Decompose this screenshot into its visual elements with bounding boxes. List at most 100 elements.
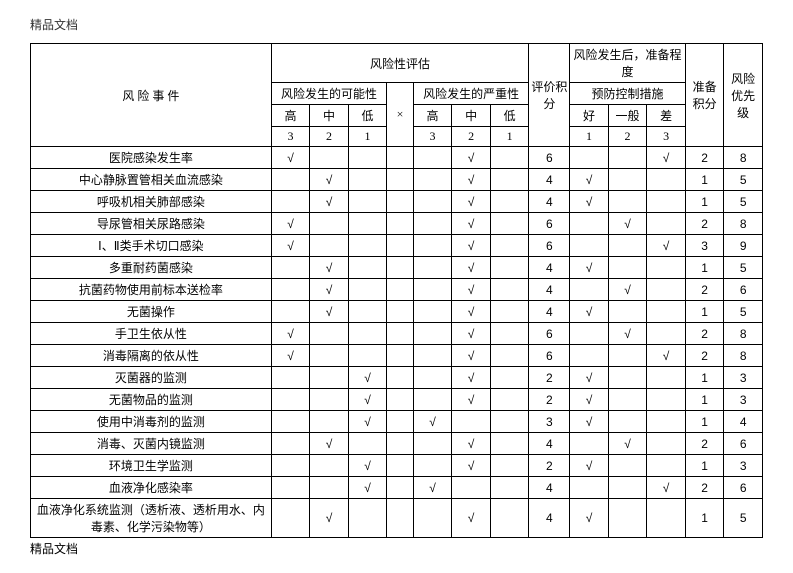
cell-eval: 6: [529, 147, 570, 169]
event-cell: 医院感染发生率: [31, 147, 272, 169]
cell-eval: 4: [529, 477, 570, 499]
cell-cP: [647, 169, 686, 191]
mul-cell: [387, 455, 413, 477]
cell-sM: √: [452, 169, 491, 191]
table-row: 呼吸机相关肺部感染√√4√15: [31, 191, 763, 213]
cell-prep: 1: [685, 257, 724, 279]
cell-pM: [310, 411, 349, 433]
mul-cell: [387, 477, 413, 499]
cell-sM: √: [452, 433, 491, 455]
cell-sH: [413, 301, 452, 323]
cell-prep: 2: [685, 213, 724, 235]
table-row: 手卫生依从性√√6√28: [31, 323, 763, 345]
cell-cF: [608, 477, 647, 499]
cell-pH: √: [271, 147, 310, 169]
cell-cG: √: [570, 169, 609, 191]
cell-prio: 3: [724, 389, 763, 411]
cell-prio: 8: [724, 147, 763, 169]
cell-prio: 6: [724, 279, 763, 301]
cell-cG: [570, 213, 609, 235]
cell-pM: √: [310, 279, 349, 301]
table-row: 灭菌器的监测√√2√13: [31, 367, 763, 389]
col-c-1: 1: [570, 127, 609, 147]
cell-prio: 3: [724, 367, 763, 389]
cell-pH: [271, 169, 310, 191]
cell-pL: [348, 433, 387, 455]
cell-sM: √: [452, 257, 491, 279]
cell-eval: 2: [529, 389, 570, 411]
col-c-2: 2: [608, 127, 647, 147]
event-cell: 无菌操作: [31, 301, 272, 323]
col-eval-score: 评价积分: [529, 44, 570, 147]
cell-pH: [271, 455, 310, 477]
col-risk-event: 风 险 事 件: [31, 44, 272, 147]
cell-cG: [570, 279, 609, 301]
cell-cG: [570, 323, 609, 345]
cell-prio: 8: [724, 345, 763, 367]
table-row: 环境卫生学监测√√2√13: [31, 455, 763, 477]
table-row: 抗菌药物使用前标本送检率√√4√26: [31, 279, 763, 301]
cell-prep: 1: [685, 367, 724, 389]
cell-sM: [452, 411, 491, 433]
cell-cP: [647, 411, 686, 433]
cell-sL: [490, 345, 529, 367]
cell-eval: 4: [529, 279, 570, 301]
cell-sM: √: [452, 235, 491, 257]
mul-cell: [387, 301, 413, 323]
cell-sL: [490, 257, 529, 279]
cell-sH: [413, 433, 452, 455]
cell-cG: [570, 433, 609, 455]
cell-pL: [348, 257, 387, 279]
cell-sH: [413, 345, 452, 367]
event-cell: 无菌物品的监测: [31, 389, 272, 411]
cell-pL: [348, 279, 387, 301]
cell-pH: [271, 301, 310, 323]
cell-prio: 5: [724, 301, 763, 323]
cell-sH: [413, 279, 452, 301]
cell-cG: [570, 235, 609, 257]
cell-pM: √: [310, 169, 349, 191]
cell-pH: [271, 477, 310, 499]
cell-pM: [310, 389, 349, 411]
cell-pM: [310, 147, 349, 169]
mul-cell: [387, 169, 413, 191]
cell-sH: [413, 389, 452, 411]
cell-pH: [271, 257, 310, 279]
mul-cell: [387, 411, 413, 433]
cell-pH: [271, 191, 310, 213]
cell-sH: [413, 213, 452, 235]
cell-cF: [608, 235, 647, 257]
cell-cG: √: [570, 499, 609, 538]
cell-prio: 6: [724, 433, 763, 455]
cell-cP: √: [647, 345, 686, 367]
event-cell: 中心静脉置管相关血流感染: [31, 169, 272, 191]
col-s-low: 低: [490, 105, 529, 127]
mul-cell: [387, 147, 413, 169]
cell-sL: [490, 411, 529, 433]
table-row: 无菌物品的监测√√2√13: [31, 389, 763, 411]
cell-eval: 6: [529, 213, 570, 235]
mul-cell: [387, 235, 413, 257]
cell-sL: [490, 279, 529, 301]
event-cell: 多重耐药菌感染: [31, 257, 272, 279]
cell-cF: √: [608, 323, 647, 345]
cell-eval: 2: [529, 367, 570, 389]
cell-sL: [490, 301, 529, 323]
cell-pH: √: [271, 213, 310, 235]
cell-pM: [310, 455, 349, 477]
cell-cP: √: [647, 235, 686, 257]
col-prep-score: 准备积分: [685, 44, 724, 147]
cell-cG: √: [570, 411, 609, 433]
table-row: 消毒隔离的依从性√√6√28: [31, 345, 763, 367]
cell-sM: [452, 477, 491, 499]
cell-pL: [348, 499, 387, 538]
cell-eval: 4: [529, 301, 570, 323]
cell-pL: [348, 147, 387, 169]
table-row: Ⅰ、Ⅱ类手术切口感染√√6√39: [31, 235, 763, 257]
cell-cF: √: [608, 433, 647, 455]
cell-prep: 2: [685, 147, 724, 169]
mul-cell: [387, 367, 413, 389]
cell-pH: [271, 433, 310, 455]
cell-sL: [490, 455, 529, 477]
cell-pH: [271, 279, 310, 301]
